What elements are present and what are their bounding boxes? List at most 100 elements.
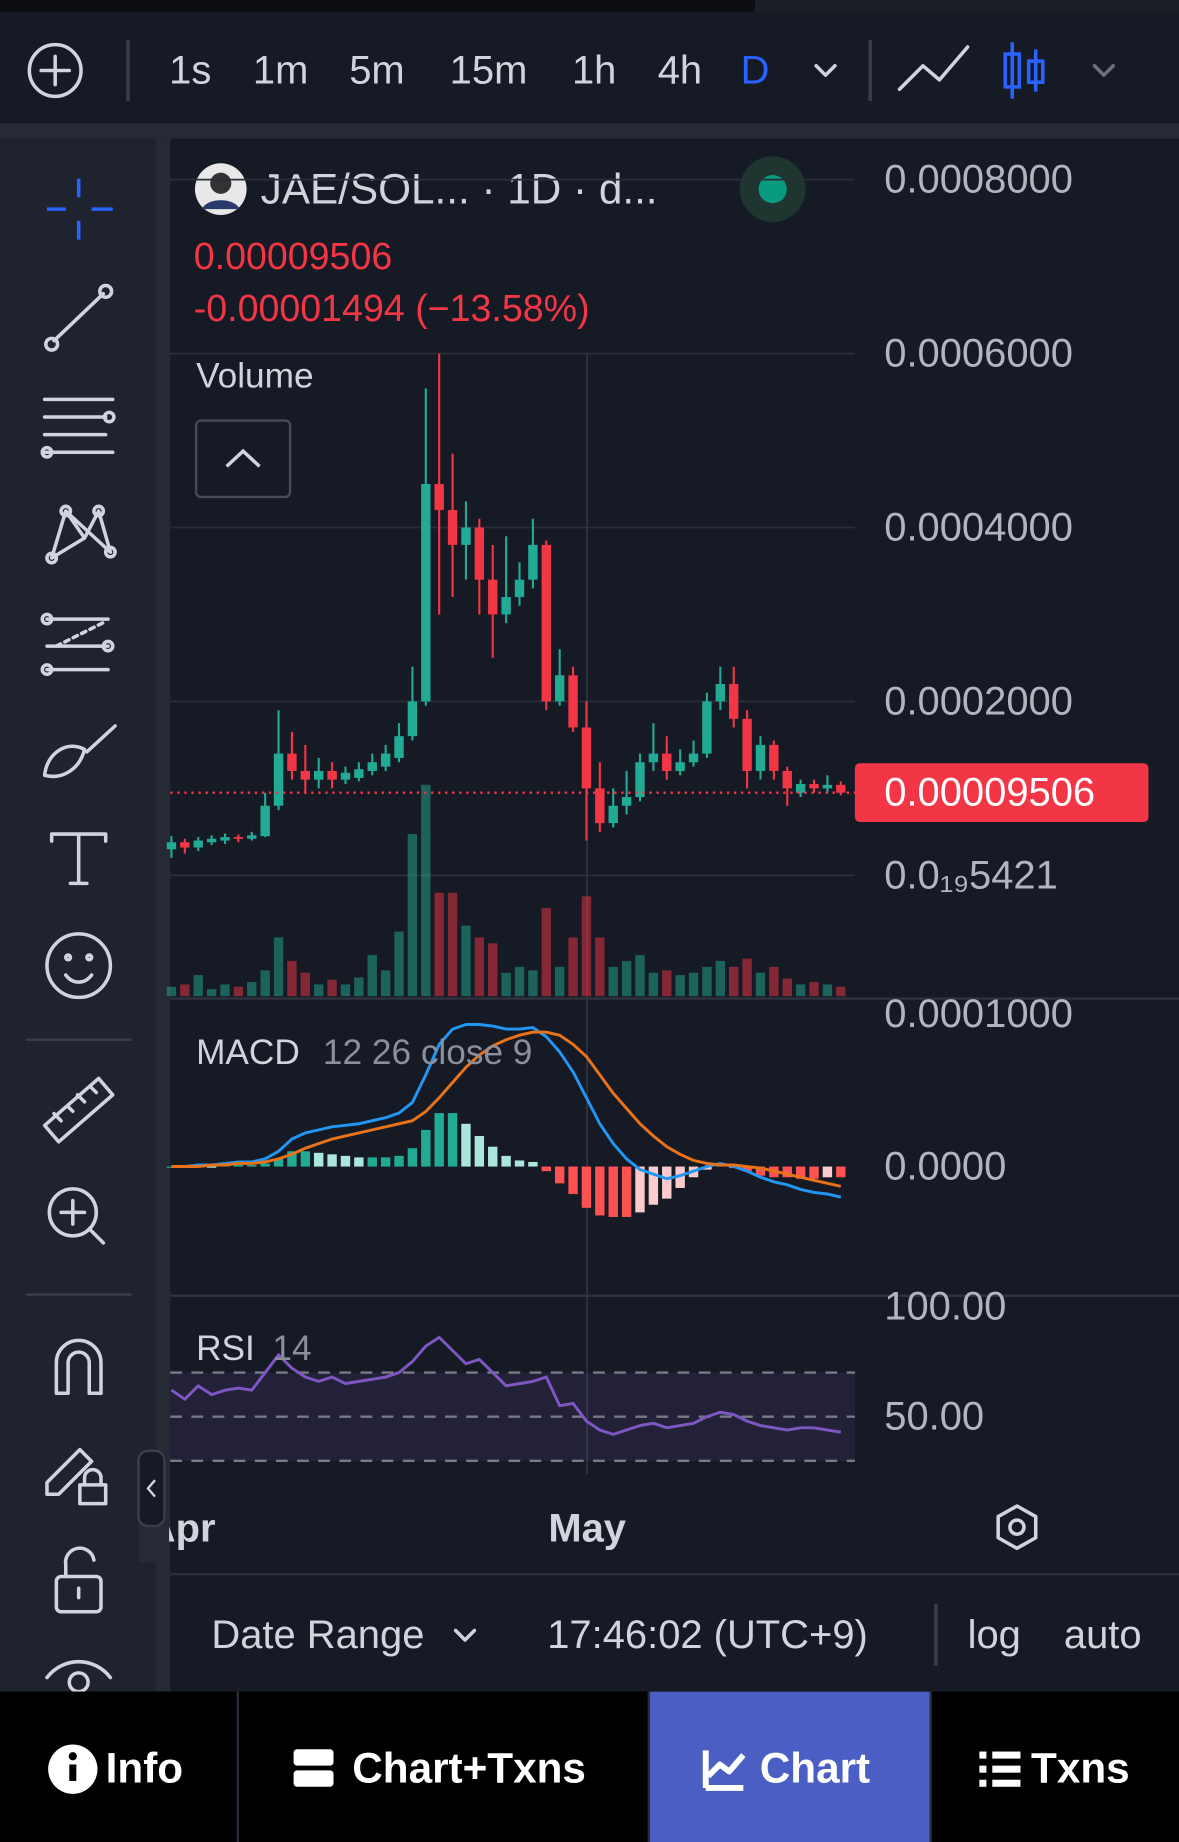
interval-button[interactable]: D: [741, 48, 770, 92]
collapse-button[interactable]: [194, 419, 292, 499]
line-chart-button[interactable]: [897, 45, 970, 92]
tab-background[interactable]: [0, 1691, 238, 1842]
ruler-tool-part[interactable]: [42, 1076, 115, 1144]
lock-drawing-tool-part[interactable]: [78, 1483, 108, 1506]
macd-histogram-bar: [501, 1155, 511, 1167]
emoji-tool-part[interactable]: [63, 953, 73, 962]
candle-body: [461, 527, 471, 545]
candle-chart-button-part[interactable]: [1003, 52, 1022, 89]
interval-dropdown-part[interactable]: [814, 64, 837, 77]
lock-drawing-tool-part[interactable]: [45, 1447, 94, 1497]
candle-chart-button[interactable]: [1003, 42, 1045, 99]
fib-tool-part[interactable]: [42, 397, 115, 455]
projection-tool-part[interactable]: [40, 612, 54, 626]
line-tool-part[interactable]: [44, 336, 60, 352]
lock-drawing-tool[interactable]: [45, 1447, 108, 1506]
pattern-tool-part[interactable]: [92, 504, 106, 518]
fib-tool-part[interactable]: [102, 410, 116, 424]
volume-bar: [795, 984, 806, 997]
candle-body: [300, 770, 311, 780]
candle-chart-button-part[interactable]: [1026, 59, 1045, 84]
line-tool-part[interactable]: [98, 283, 114, 299]
magnet-tool[interactable]: [54, 1338, 103, 1396]
date-range-chevron-part[interactable]: [453, 1628, 477, 1642]
projection-tool-part[interactable]: [40, 663, 54, 677]
zoom-tool-part[interactable]: [47, 1187, 99, 1238]
emoji-tool-part[interactable]: [63, 973, 94, 984]
collapse-toolbar-part[interactable]: [137, 1449, 166, 1528]
brush-tool-part[interactable]: [42, 724, 117, 779]
volume-bar: [300, 972, 311, 997]
text-tool-part[interactable]: [49, 832, 108, 886]
zoom-tool[interactable]: [47, 1187, 106, 1245]
tab-background[interactable]: [649, 1691, 931, 1842]
zoom-tool-part[interactable]: [59, 1198, 106, 1245]
volume-bar: [367, 955, 377, 997]
tab-background[interactable]: [238, 1691, 649, 1842]
tab-background[interactable]: [931, 1691, 1179, 1842]
interval-button[interactable]: 1m: [253, 48, 308, 92]
lock-tool[interactable]: [54, 1546, 103, 1614]
interval-button[interactable]: 5m: [349, 48, 404, 92]
add-button-part[interactable]: [27, 42, 83, 99]
collapse-toolbar[interactable]: [137, 1449, 166, 1528]
auto-button[interactable]: auto: [1064, 1613, 1142, 1657]
brush-tool[interactable]: [42, 724, 117, 779]
tab-label[interactable]: Chart: [760, 1744, 870, 1791]
eye-tool-part[interactable]: [45, 1659, 113, 1680]
candle-body: [568, 675, 578, 728]
tab-label[interactable]: Txns: [1031, 1744, 1130, 1791]
lock-tool-part[interactable]: [63, 1546, 96, 1579]
fib-tool-part[interactable]: [40, 445, 54, 459]
interval-button[interactable]: 1s: [169, 48, 211, 92]
collapse-button-part[interactable]: [194, 419, 292, 499]
line-tool-part[interactable]: [52, 291, 106, 343]
pattern-tool[interactable]: [45, 504, 117, 565]
tab-label[interactable]: Info: [106, 1744, 183, 1791]
log-button[interactable]: log: [968, 1613, 1021, 1657]
projection-tool-part[interactable]: [54, 620, 106, 648]
add-button[interactable]: [27, 42, 83, 99]
settings-button-part[interactable]: [996, 1504, 1038, 1551]
ruler-tool[interactable]: [42, 1076, 115, 1144]
fib-tool[interactable]: [40, 397, 116, 459]
settings-button-part[interactable]: [1008, 1518, 1026, 1536]
add-button-part[interactable]: [39, 54, 72, 87]
pattern-tool-part[interactable]: [103, 545, 117, 559]
crosshair-tool[interactable]: [46, 178, 113, 240]
tab-label[interactable]: Chart+Txns: [352, 1744, 586, 1791]
settings-button[interactable]: [996, 1504, 1038, 1551]
macd-histogram-bar: [809, 1166, 819, 1179]
interval-button[interactable]: 4h: [658, 48, 702, 92]
volume-bar: [568, 937, 578, 997]
emoji-tool[interactable]: [45, 932, 113, 1000]
line-tool[interactable]: [44, 283, 114, 352]
line-chart-button-part[interactable]: [897, 45, 970, 92]
candle-chart-button-part[interactable]: [1010, 42, 1038, 99]
date-range-button[interactable]: Date Range: [211, 1613, 424, 1657]
interval-button[interactable]: 1h: [572, 48, 616, 92]
crosshair-tool-part[interactable]: [46, 178, 113, 240]
pattern-tool-part[interactable]: [45, 551, 59, 565]
collapse-button-part[interactable]: [225, 448, 261, 468]
interval-dropdown[interactable]: [814, 64, 837, 77]
txns-icon-part-part: [979, 1765, 987, 1773]
emoji-tool-part[interactable]: [45, 932, 113, 1000]
pattern-tool-part[interactable]: [59, 504, 73, 518]
macd-histogram-bar: [287, 1151, 297, 1167]
collapse-toolbar-part[interactable]: [146, 1479, 156, 1498]
lock-tool-part[interactable]: [54, 1574, 103, 1614]
magnet-tool-part[interactable]: [54, 1338, 103, 1396]
lock-drawing-tool-part[interactable]: [82, 1467, 103, 1487]
candle-body: [287, 753, 297, 771]
chart-type-dropdown-part[interactable]: [1092, 64, 1116, 77]
interval-button[interactable]: 15m: [450, 48, 528, 92]
date-range-chevron[interactable]: [453, 1628, 477, 1642]
chart-type-dropdown[interactable]: [1092, 64, 1116, 77]
txns-icon-part-part: [979, 1779, 987, 1787]
emoji-tool-part[interactable]: [85, 953, 94, 962]
projection-tool[interactable]: [40, 612, 115, 677]
projection-tool-part[interactable]: [101, 639, 115, 653]
text-tool[interactable]: [49, 832, 108, 886]
